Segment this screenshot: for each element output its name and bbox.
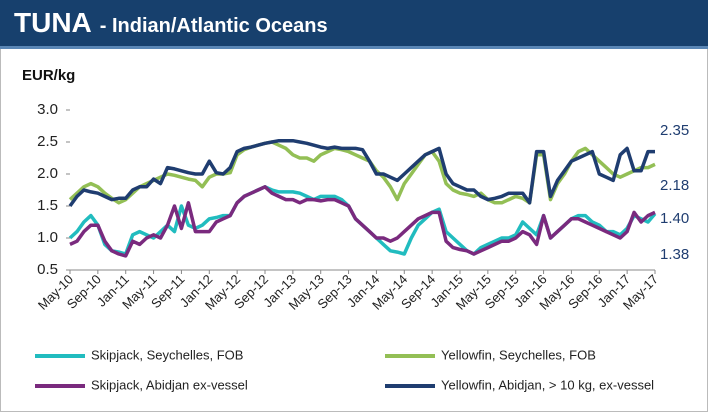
chart-title: TUNA bbox=[14, 7, 92, 38]
legend-label: Yellowfin, Abidjan, > 10 kg, ex-vessel bbox=[441, 377, 654, 392]
legend-label: Skipjack, Abidjan ex-vessel bbox=[91, 377, 248, 392]
series-line bbox=[68, 138, 655, 208]
y-tick-label: 0.5 bbox=[37, 261, 58, 278]
y-tick-label: 2.0 bbox=[37, 165, 58, 182]
header-rule bbox=[0, 46, 708, 49]
header bbox=[0, 0, 708, 46]
chart-subtitle: - Indian/Atlantic Oceans bbox=[100, 15, 328, 37]
title-row: TUNA - Indian/Atlantic Oceans bbox=[14, 7, 328, 38]
y-axis-label: EUR/kg bbox=[22, 67, 75, 84]
y-tick-label: 1.0 bbox=[37, 229, 58, 246]
y-tick-label: 2.5 bbox=[37, 133, 58, 150]
series-line bbox=[69, 185, 656, 258]
end-label: 2.18 bbox=[660, 177, 689, 194]
y-tick-label: 1.5 bbox=[37, 197, 58, 214]
end-label: 1.38 bbox=[660, 246, 689, 263]
legend-label: Yellowfin, Seychelles, FOB bbox=[441, 347, 596, 362]
end-label: 2.35 bbox=[660, 122, 689, 139]
end-label: 1.40 bbox=[660, 210, 689, 227]
y-tick-label: 3.0 bbox=[37, 101, 58, 118]
legend-label: Skipjack, Seychelles, FOB bbox=[91, 347, 243, 362]
